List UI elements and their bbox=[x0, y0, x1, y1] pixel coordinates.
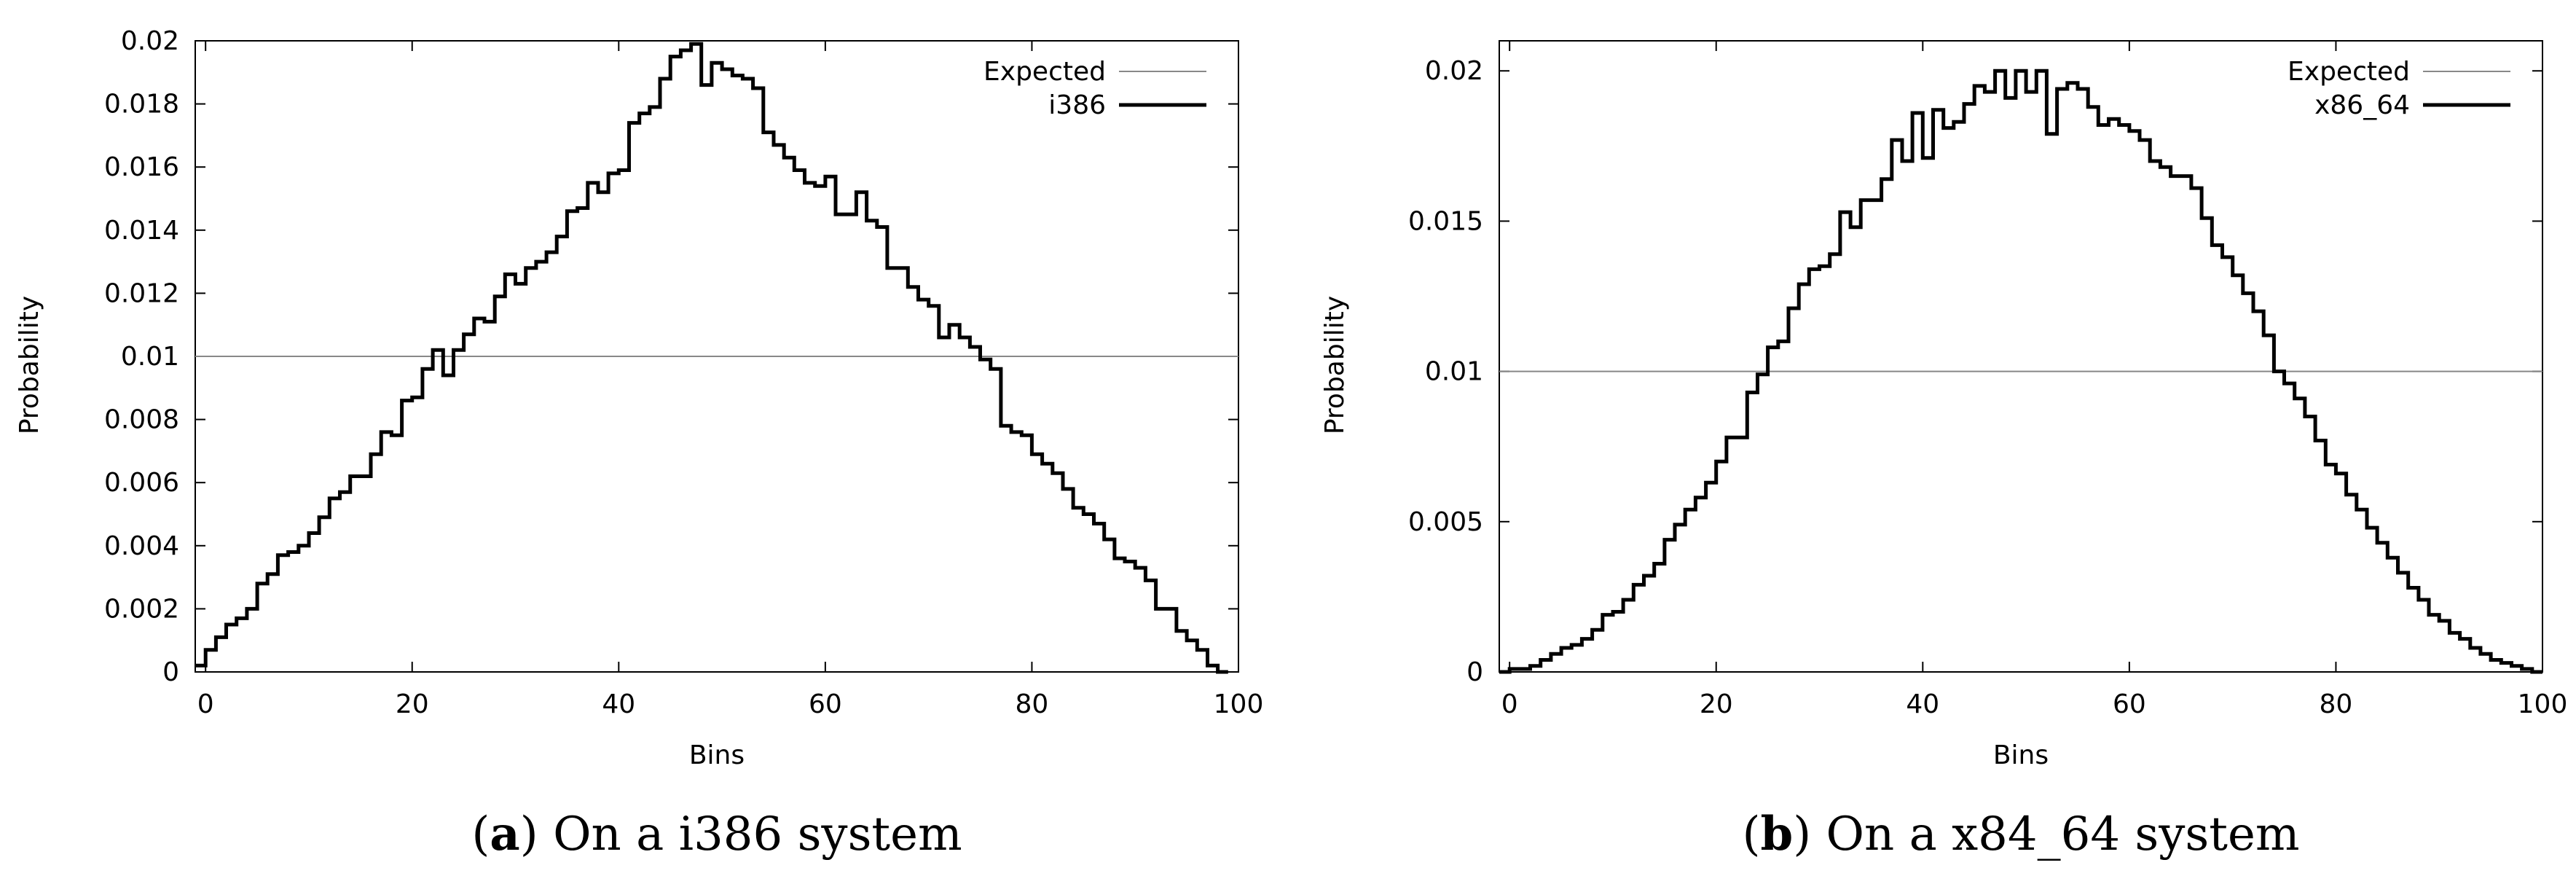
y-tick-label: 0.018 bbox=[104, 90, 179, 120]
y-axis-title: Probability bbox=[1320, 296, 1350, 434]
x-tick-label: 40 bbox=[1906, 689, 1939, 719]
figure-caption: (b) On a x84_64 system bbox=[1743, 807, 2300, 861]
y-tick-label: 0.006 bbox=[104, 468, 179, 498]
series-line-i386 bbox=[195, 42, 1228, 674]
plot-frame bbox=[1499, 40, 2543, 673]
legend-label: x86_64 bbox=[2314, 90, 2410, 120]
legend-label: i386 bbox=[1048, 90, 1106, 120]
y-tick-label: 0.02 bbox=[1425, 56, 1483, 86]
x-tick-label: 0 bbox=[197, 689, 214, 719]
y-tick-label: 0.012 bbox=[104, 278, 179, 308]
y-tick-label: 0.005 bbox=[1408, 507, 1483, 537]
caption-paren-open: ( bbox=[1743, 807, 1761, 861]
caption-text: On a i386 system bbox=[553, 807, 962, 861]
x-axis-title: Bins bbox=[1993, 740, 2049, 770]
series-line-x86-64 bbox=[1499, 69, 2542, 674]
caption-paren-close: ) bbox=[1793, 807, 1826, 861]
y-tick-label: 0.004 bbox=[104, 531, 179, 561]
caption-text: On a x84_64 system bbox=[1826, 807, 2300, 861]
y-axis-title: Probability bbox=[15, 296, 44, 434]
x-tick-label: 0 bbox=[1501, 689, 1518, 719]
chart-panel-b: 0 0.005 0.01 0.015 0.02 0 20 40 60 80 100 Bins Proba… bbox=[1320, 40, 2568, 861]
x-tick-label: 100 bbox=[1214, 689, 1264, 719]
x-tick-label: 20 bbox=[396, 689, 429, 719]
x-tick-label: 40 bbox=[602, 689, 635, 719]
legend-label: Expected bbox=[2288, 57, 2410, 87]
y-tick-label: 0 bbox=[1466, 657, 1483, 687]
y-tick-label: 0.008 bbox=[104, 405, 179, 435]
x-tick-label: 20 bbox=[1700, 689, 1733, 719]
caption-paren-close: ) bbox=[520, 807, 553, 861]
x-tick-label: 60 bbox=[809, 689, 842, 719]
y-tick-label: 0.002 bbox=[104, 594, 179, 624]
chart-panel-a: 0 0.002 0.004 0.006 0.008 0.01 0.012 0.014 0.016… bbox=[15, 26, 1263, 861]
y-tick-label: 0.01 bbox=[1425, 357, 1483, 387]
x-tick-label: 60 bbox=[2113, 689, 2146, 719]
caption-letter: a bbox=[490, 807, 519, 861]
caption-letter: b bbox=[1760, 807, 1793, 861]
y-tick-label: 0.016 bbox=[104, 152, 179, 182]
figure-caption: (a) On a i386 system bbox=[471, 807, 962, 861]
y-tick-label: 0 bbox=[162, 657, 179, 687]
legend-label: Expected bbox=[983, 57, 1106, 87]
caption-paren-open: ( bbox=[471, 807, 490, 861]
x-tick-label: 80 bbox=[1016, 689, 1049, 719]
y-tick-label: 0.014 bbox=[104, 216, 179, 246]
x-axis-title: Bins bbox=[689, 740, 745, 770]
x-tick-label: 80 bbox=[2320, 689, 2353, 719]
y-tick-label: 0.02 bbox=[121, 26, 179, 56]
y-tick-label: 0.01 bbox=[121, 342, 179, 372]
x-tick-label: 100 bbox=[2518, 689, 2568, 719]
y-tick-label: 0.015 bbox=[1408, 206, 1483, 236]
